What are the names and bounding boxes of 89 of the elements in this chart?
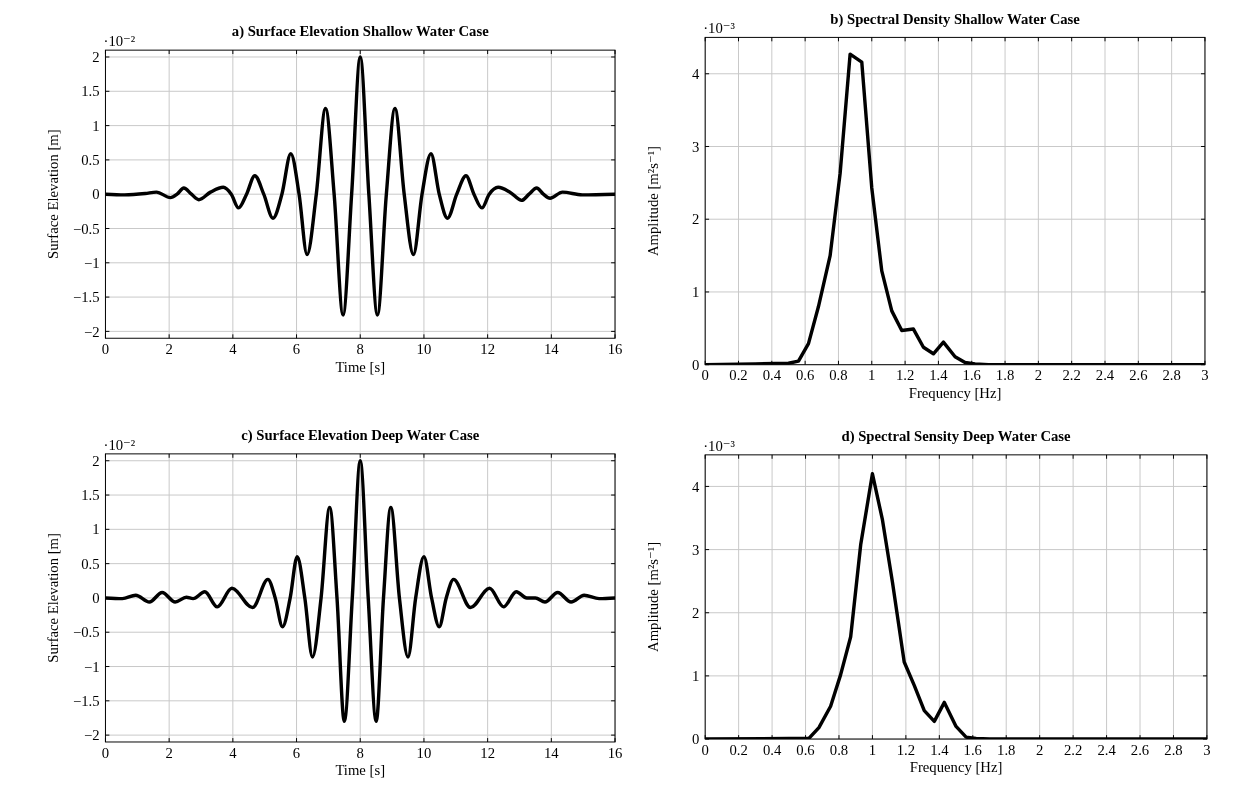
y-tick-label: −0.5: [72, 220, 100, 237]
x-tick-label: 1: [868, 741, 877, 758]
x-tick-label: 1.4: [929, 367, 949, 384]
x-tick-label: 2.8: [1164, 741, 1183, 758]
y-tick-label: 1.5: [81, 83, 100, 100]
x-tick-label: 4: [229, 340, 238, 357]
x-tick-label: 8: [356, 340, 364, 357]
x-tick-label: 12: [480, 340, 495, 357]
x-tick-label: 0.8: [829, 367, 848, 384]
chart-title: a) Surface Elevation Shallow Water Case: [231, 23, 490, 41]
x-tick-label: 2.8: [1162, 367, 1181, 384]
y-tick-label: −0.5: [72, 624, 100, 641]
y-axis-title: Surface Elevation [m]: [45, 533, 62, 663]
y-tick-label: 3: [691, 138, 700, 155]
x-tick-label: 14: [543, 340, 560, 357]
x-tick-label: 2: [165, 340, 173, 357]
x-tick-label: 0.4: [762, 741, 782, 758]
text: ·10⁻²: [103, 33, 136, 50]
x-tick-label: 2.4: [1097, 741, 1117, 758]
y-tick-label: 0: [92, 186, 100, 203]
x-tick-label: 2.6: [1129, 367, 1148, 384]
y-tick-label: 0: [691, 356, 700, 373]
x-tick-label: 2.2: [1063, 741, 1083, 758]
y-tick-label: 0: [92, 590, 100, 607]
x-tick-label: 0.4: [762, 367, 782, 384]
y-tick-label: 0.5: [81, 152, 100, 169]
y-tick-label: −2: [83, 323, 100, 340]
text: ·10⁻³: [703, 20, 736, 37]
x-tick-label: 1.4: [930, 741, 950, 758]
x-tick-label: 2: [1034, 367, 1043, 384]
x-tick-label: 6: [292, 340, 301, 357]
x-tick-label: 14: [543, 744, 560, 761]
x-tick-label: 1.2: [895, 367, 915, 384]
y-tick-label: 1: [92, 117, 100, 134]
y-tick-label: −1: [83, 254, 100, 271]
y-tick-label: 1: [92, 521, 100, 538]
x-tick-label: 2: [1036, 741, 1044, 758]
chart-title: b) Spectral Density Shallow Water Case: [830, 10, 1081, 28]
y-tick-label: 1.5: [81, 487, 100, 504]
x-tick-label: 1.2: [896, 741, 916, 758]
text: ·10⁻³: [703, 437, 736, 454]
x-tick-label: 8: [356, 744, 364, 761]
x-tick-label: 0.6: [796, 741, 815, 758]
y-tick-label: 1: [691, 284, 700, 301]
x-tick-label: 4: [229, 744, 238, 761]
x-tick-label: 2.6: [1130, 741, 1150, 758]
x-tick-label: 1.6: [962, 367, 981, 384]
x-tick-label: 2.2: [1062, 367, 1081, 384]
y-tick-label: 2: [691, 211, 700, 228]
y-tick-label: 1: [691, 668, 700, 685]
x-tick-label: 1: [868, 367, 876, 384]
x-tick-label: 2: [165, 744, 173, 761]
x-tick-label: 10: [416, 340, 432, 357]
chart-title: c) Surface Elevation Deep Water Case: [241, 427, 480, 445]
y-tick-label: 3: [691, 541, 700, 558]
y-tick-label: 4: [691, 478, 700, 495]
text: ·10⁻²: [103, 436, 136, 453]
y-tick-label: −1.5: [72, 692, 100, 709]
x-tick-label: 1.8: [995, 367, 1015, 384]
x-axis-title: Frequency [Hz]: [908, 385, 1002, 402]
y-tick-label: 0.5: [81, 555, 100, 572]
x-tick-label: 12: [480, 744, 495, 761]
y-tick-label: 4: [691, 65, 700, 82]
x-tick-label: 16: [607, 340, 623, 357]
x-tick-label: 0.8: [829, 741, 849, 758]
x-tick-label: 3: [1201, 367, 1209, 384]
y-axis-title: Amplitude [m²s⁻¹]: [645, 146, 662, 257]
x-axis-title: Frequency [Hz]: [909, 759, 1003, 776]
x-tick-label: 2.4: [1095, 367, 1115, 384]
y-tick-label: 2: [691, 604, 700, 621]
x-axis-title: Time [s]: [335, 358, 386, 375]
y-axis-title: Surface Elevation [m]: [45, 129, 62, 260]
x-tick-label: 16: [607, 744, 623, 761]
y-tick-label: 2: [92, 49, 100, 66]
x-tick-label: 6: [292, 744, 301, 761]
y-axis-title: Amplitude [m²s⁻¹]: [645, 541, 662, 652]
chart-title: d) Spectral Sensity Deep Water Case: [841, 428, 1072, 446]
x-tick-label: 0.2: [729, 367, 748, 384]
x-tick-label: 10: [416, 744, 432, 761]
x-tick-label: 0.6: [795, 367, 815, 384]
x-tick-label: 3: [1203, 741, 1211, 758]
x-tick-label: 1.6: [963, 741, 982, 758]
x-axis-title: Time [s]: [335, 762, 386, 779]
y-tick-label: −1.5: [72, 289, 100, 306]
y-tick-label: −1: [83, 658, 100, 675]
x-tick-label: 0.2: [729, 741, 748, 758]
y-tick-label: 2: [92, 452, 100, 469]
x-tick-label: 1.8: [997, 741, 1016, 758]
y-tick-label: −2: [83, 727, 100, 744]
